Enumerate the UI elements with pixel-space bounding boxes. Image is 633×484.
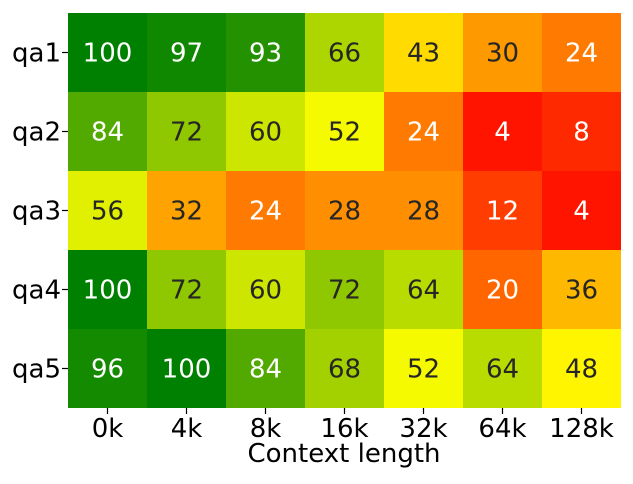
heatmap-cell: [542, 250, 621, 329]
cell-value-label: 84: [91, 118, 124, 148]
x-tick-label: 16k: [320, 414, 368, 444]
cell-value-label: 32: [170, 197, 203, 227]
cell-value-label: 28: [328, 197, 361, 227]
heatmap-cell: [305, 13, 384, 92]
cell-value-label: 24: [407, 118, 440, 148]
cell-value-label: 24: [565, 39, 598, 69]
y-tick-label: qa3: [12, 197, 61, 227]
cell-value-label: 52: [407, 355, 440, 385]
cell-value-label: 72: [170, 276, 203, 306]
cell-value-label: 72: [328, 276, 361, 306]
y-tick-label: qa5: [12, 355, 61, 385]
heatmap-cell: [68, 92, 147, 171]
cell-value-label: 20: [486, 276, 519, 306]
cell-value-label: 64: [486, 355, 519, 385]
cell-value-label: 64: [407, 276, 440, 306]
heatmap-cell: [226, 250, 305, 329]
heatmap-cell: [463, 250, 542, 329]
cell-value-label: 8: [573, 118, 590, 148]
heatmap-cell: [384, 250, 463, 329]
heatmap-cell: [542, 329, 621, 408]
heatmap-cell: [226, 329, 305, 408]
cell-value-label: 93: [249, 39, 282, 69]
y-axis: qa1 qa2 qa3 qa4 qa5: [12, 39, 68, 385]
heatmap-cell: [226, 171, 305, 250]
cell-value-label: 97: [170, 39, 203, 69]
cell-value-label: 100: [83, 39, 133, 69]
cell-value-label: 84: [249, 355, 282, 385]
y-tick-label: qa1: [12, 39, 61, 69]
heatmap-cell: [147, 92, 226, 171]
heatmap-cell: [68, 13, 147, 92]
heatmap-cell: [68, 171, 147, 250]
heatmap-cell: [226, 13, 305, 92]
heatmap-cell: [68, 250, 147, 329]
x-axis: 0k 4k 8k 16k 32k 64k 128k: [92, 408, 614, 444]
heatmap-cell: [147, 250, 226, 329]
heatmap-cell: [147, 13, 226, 92]
cell-value-label: 30: [486, 39, 519, 69]
y-tick-label: qa2: [12, 118, 61, 148]
cell-value-label: 52: [328, 118, 361, 148]
x-tick-label: 64k: [478, 414, 526, 444]
x-axis-label: Context length: [248, 439, 441, 469]
heatmap-cell: [463, 13, 542, 92]
heatmap-cell: [542, 13, 621, 92]
cell-value-label: 36: [565, 276, 598, 306]
cell-value-label: 28: [407, 197, 440, 227]
cell-value-label: 56: [91, 197, 124, 227]
heatmap-cell: [68, 329, 147, 408]
heatmap-cell: [305, 92, 384, 171]
cell-value-label: 66: [328, 39, 361, 69]
heatmap-cell: [305, 329, 384, 408]
cell-value-label: 68: [328, 355, 361, 385]
heatmap-cell: [463, 92, 542, 171]
cell-value-label: 100: [162, 355, 212, 385]
cell-value-label: 4: [573, 197, 590, 227]
cell-value-label: 48: [565, 355, 598, 385]
x-tick-label: 128k: [549, 414, 614, 444]
heatmap-cell: [542, 92, 621, 171]
heatmap-cell: [384, 13, 463, 92]
cell-value-label: 4: [494, 118, 511, 148]
heatmap-cell: [463, 171, 542, 250]
cell-value-label: 43: [407, 39, 440, 69]
heatmap-cell: [305, 250, 384, 329]
cell-value-label: 72: [170, 118, 203, 148]
y-tick-label: qa4: [12, 276, 61, 306]
heatmap-cells: [68, 13, 621, 408]
cell-value-label: 100: [83, 276, 133, 306]
cell-value-label: 24: [249, 197, 282, 227]
heatmap-cell: [384, 171, 463, 250]
heatmap-cell: [463, 329, 542, 408]
cell-value-label: 96: [91, 355, 124, 385]
heatmap-cell: [384, 92, 463, 171]
heatmap-cell: [542, 171, 621, 250]
x-tick-label: 4k: [171, 414, 203, 444]
x-tick-label: 32k: [399, 414, 447, 444]
heatmap-cell: [147, 329, 226, 408]
x-tick-label: 0k: [92, 414, 124, 444]
heatmap-cell: [147, 171, 226, 250]
heatmap-cell: [305, 171, 384, 250]
heatmap-cell: [384, 329, 463, 408]
cell-value-label: 12: [486, 197, 519, 227]
cell-value-label: 60: [249, 118, 282, 148]
cell-value-label: 60: [249, 276, 282, 306]
heatmap-cell: [226, 92, 305, 171]
x-tick-label: 8k: [250, 414, 282, 444]
